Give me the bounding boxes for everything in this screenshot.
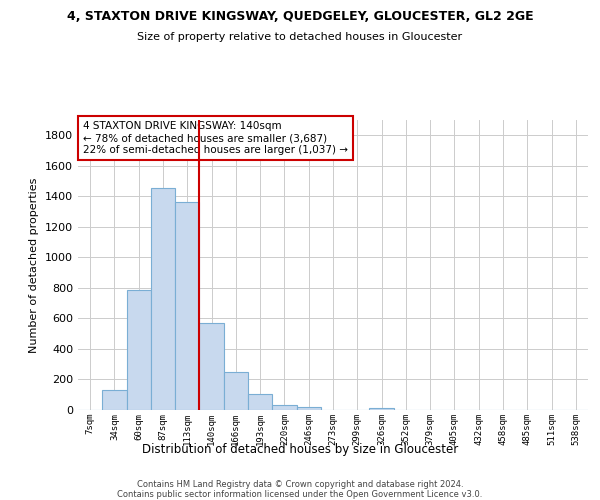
Text: Distribution of detached houses by size in Gloucester: Distribution of detached houses by size … bbox=[142, 442, 458, 456]
Bar bbox=[248, 394, 272, 410]
Bar bbox=[370, 408, 394, 410]
Text: 4 STAXTON DRIVE KINGSWAY: 140sqm
← 78% of detached houses are smaller (3,687)
22: 4 STAXTON DRIVE KINGSWAY: 140sqm ← 78% o… bbox=[83, 122, 348, 154]
Bar bbox=[296, 407, 321, 410]
Bar bbox=[127, 290, 151, 410]
Bar bbox=[151, 188, 175, 410]
Text: Contains HM Land Registry data © Crown copyright and database right 2024.
Contai: Contains HM Land Registry data © Crown c… bbox=[118, 480, 482, 500]
Bar bbox=[175, 202, 199, 410]
Bar bbox=[272, 406, 296, 410]
Text: 4, STAXTON DRIVE KINGSWAY, QUEDGELEY, GLOUCESTER, GL2 2GE: 4, STAXTON DRIVE KINGSWAY, QUEDGELEY, GL… bbox=[67, 10, 533, 23]
Text: Size of property relative to detached houses in Gloucester: Size of property relative to detached ho… bbox=[137, 32, 463, 42]
Bar bbox=[199, 323, 224, 410]
Y-axis label: Number of detached properties: Number of detached properties bbox=[29, 178, 40, 352]
Bar bbox=[102, 390, 127, 410]
Bar bbox=[224, 372, 248, 410]
